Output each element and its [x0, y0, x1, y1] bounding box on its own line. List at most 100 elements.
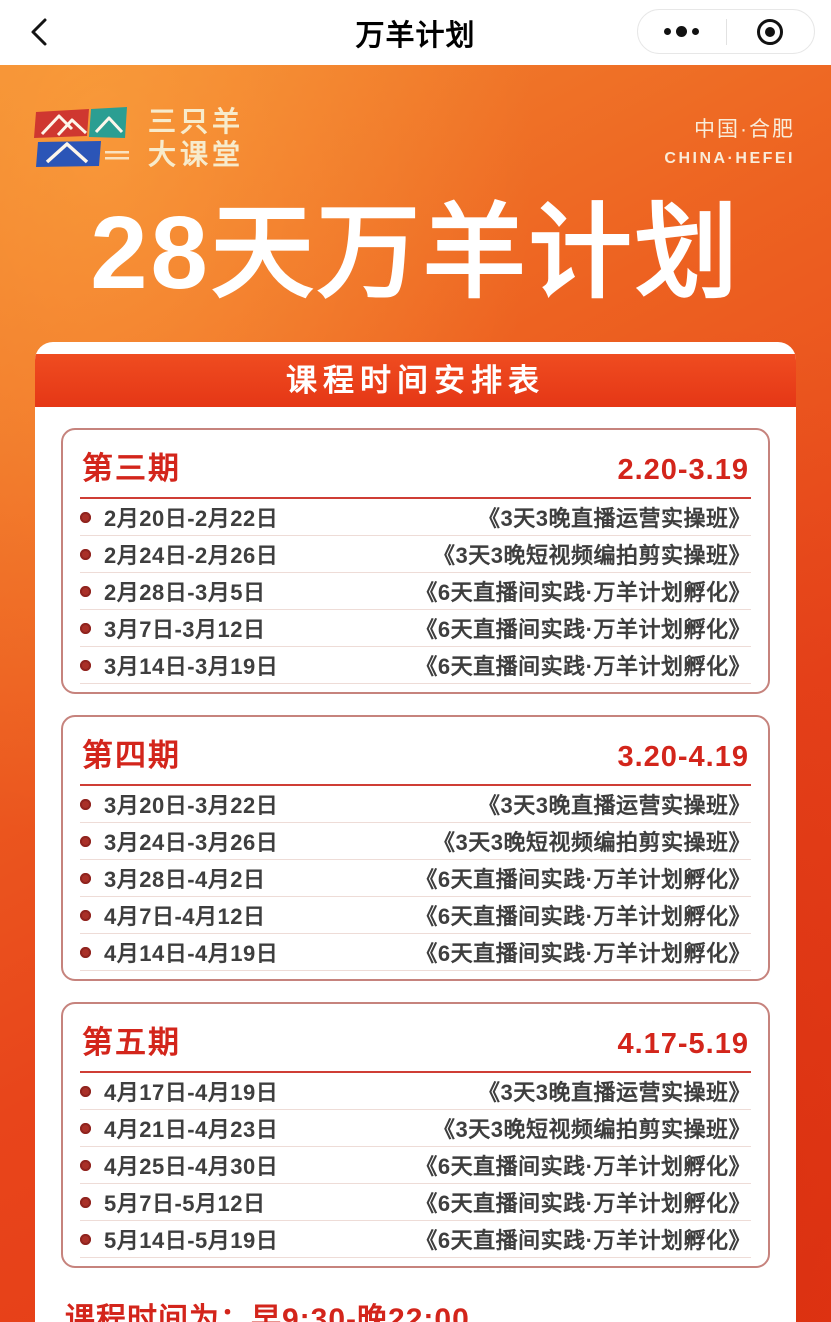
- navbar: 万羊计划: [0, 0, 831, 65]
- brand-logo: 三只羊 大课堂: [34, 105, 244, 171]
- bullet-icon: [80, 1085, 91, 1097]
- row-date: 4月25日-4月30日: [104, 1154, 279, 1180]
- schedule-row: 5月7日-5月12日 《6天直播间实践·万羊计划孵化》: [80, 1184, 751, 1222]
- period-header: 第五期 4.17-5.19: [80, 1012, 751, 1074]
- schedule-row: 3月7日-3月12日 《6天直播间实践·万羊计划孵化》: [80, 610, 751, 648]
- capsule-divider: [725, 18, 727, 45]
- period-date-range: 2.20-3.19: [617, 454, 749, 487]
- row-date: 4月17日-4月19日: [104, 1080, 279, 1106]
- period-date-range: 3.20-4.19: [617, 741, 749, 774]
- period-name: 第三期: [82, 451, 181, 487]
- schedule-row: 3月28日-4月2日 《6天直播间实践·万羊计划孵化》: [80, 860, 751, 898]
- schedule-row: 5月14日-5月19日 《6天直播间实践·万羊计划孵化》: [80, 1221, 751, 1259]
- row-date: 3月28日-4月2日: [104, 867, 266, 893]
- bullet-icon: [80, 835, 91, 847]
- chevron-left-icon: [31, 18, 47, 46]
- period-header: 第三期 2.20-3.19: [80, 438, 751, 500]
- row-course: 《6天直播间实践·万羊计划孵化》: [415, 654, 751, 680]
- schedule-row: 4月14日-4月19日 《6天直播间实践·万羊计划孵化》: [80, 934, 751, 972]
- row-date: 4月21日-4月23日: [104, 1117, 279, 1143]
- three-sheep-mountain-logo-icon: [34, 107, 129, 168]
- row-date: 3月7日-3月12日: [104, 617, 266, 643]
- exit-button[interactable]: [727, 10, 815, 53]
- schedule-row: 2月24日-2月26日 《3天3晚短视频编拍剪实操班》: [80, 536, 751, 574]
- more-menu-button[interactable]: [638, 10, 726, 53]
- bullet-icon: [80, 1233, 91, 1245]
- period-box: 第三期 2.20-3.19 2月20日-2月22日 《3天3晚直播运营实操班》 …: [61, 428, 770, 695]
- bullet-icon: [80, 622, 91, 634]
- bullet-icon: [80, 909, 91, 921]
- row-date: 4月14日-4月19日: [104, 941, 279, 967]
- course-time-note: 课程时间为：早9:30-晚22:00: [65, 1303, 470, 1322]
- bullet-icon: [80, 798, 91, 810]
- brand-name-line2: 大课堂: [148, 139, 245, 171]
- bullet-icon: [80, 659, 91, 671]
- row-date: 5月14日-5月19日: [104, 1228, 279, 1254]
- row-date: 5月7日-5月12日: [104, 1191, 266, 1217]
- bullet-icon: [80, 585, 91, 597]
- period-list: 第三期 2.20-3.19 2月20日-2月22日 《3天3晚直播运营实操班》 …: [35, 428, 796, 1269]
- row-course: 《6天直播间实践·万羊计划孵化》: [415, 580, 751, 606]
- brand-name-line1: 三只羊: [148, 106, 245, 137]
- schedule-row: 2月28日-3月5日 《6天直播间实践·万羊计划孵化》: [80, 573, 751, 611]
- row-date: 4月7日-4月12日: [104, 904, 266, 930]
- schedule-row: 4月25日-4月30日 《6天直播间实践·万羊计划孵化》: [80, 1147, 751, 1185]
- period-header: 第四期 3.20-4.19: [80, 725, 751, 787]
- period-rows: 2月20日-2月22日 《3天3晚直播运营实操班》 2月24日-2月26日 《3…: [80, 499, 751, 685]
- row-course: 《3天3晚短视频编拍剪实操班》: [433, 830, 751, 856]
- row-date: 2月28日-3月5日: [104, 580, 266, 606]
- schedule-row: 4月7日-4月12日 《6天直播间实践·万羊计划孵化》: [80, 897, 751, 935]
- poster: 三只羊 大课堂 中国·合肥 CHINA·HEFEI 28天万羊计划 课程时间安排…: [0, 65, 831, 1322]
- location-cn: 中国·合肥: [694, 118, 795, 141]
- row-course: 《6天直播间实践·万羊计划孵化》: [415, 1228, 751, 1254]
- row-course: 《6天直播间实践·万羊计划孵化》: [415, 941, 751, 967]
- period-box: 第四期 3.20-4.19 3月20日-3月22日 《3天3晚直播运营实操班》 …: [61, 715, 770, 982]
- schedule-row: 3月24日-3月26日 《3天3晚短视频编拍剪实操班》: [80, 823, 751, 861]
- bullet-icon: [80, 946, 91, 958]
- row-course: 《6天直播间实践·万羊计划孵化》: [415, 617, 751, 643]
- main-title: 28天万羊计划: [90, 195, 741, 311]
- period-box: 第五期 4.17-5.19 4月17日-4月19日 《3天3晚直播运营实操班》 …: [61, 1002, 770, 1269]
- row-date: 3月24日-3月26日: [104, 830, 279, 856]
- row-date: 3月20日-3月22日: [104, 793, 279, 819]
- poster-header: 三只羊 大课堂 中国·合肥 CHINA·HEFEI: [0, 65, 831, 171]
- period-rows: 3月20日-3月22日 《3天3晚直播运营实操班》 3月24日-3月26日 《3…: [80, 786, 751, 972]
- row-date: 2月24日-2月26日: [104, 543, 279, 569]
- row-course: 《3天3晚短视频编拍剪实操班》: [433, 543, 751, 569]
- bullet-icon: [80, 548, 91, 560]
- period-name: 第五期: [82, 1025, 181, 1061]
- bullet-icon: [80, 1159, 91, 1171]
- period-rows: 4月17日-4月19日 《3天3晚直播运营实操班》 4月21日-4月23日 《3…: [80, 1073, 751, 1259]
- row-course: 《3天3晚直播运营实操班》: [478, 1080, 751, 1106]
- location-block: 中国·合肥 CHINA·HEFEI: [664, 105, 795, 168]
- schedule-row: 2月20日-2月22日 《3天3晚直播运营实操班》: [80, 499, 751, 537]
- row-course: 《3天3晚直播运营实操班》: [478, 506, 751, 532]
- schedule-row: 3月14日-3月19日 《6天直播间实践·万羊计划孵化》: [80, 647, 751, 685]
- target-icon: [757, 18, 784, 45]
- period-date-range: 4.17-5.19: [617, 1028, 749, 1061]
- schedule-header-banner: 课程时间安排表: [35, 354, 796, 408]
- row-course: 《6天直播间实践·万羊计划孵化》: [415, 1154, 751, 1180]
- bullet-icon: [80, 872, 91, 884]
- ellipsis-icon: [664, 26, 700, 37]
- page-title: 万羊计划: [355, 19, 476, 52]
- row-course: 《3天3晚直播运营实操班》: [478, 793, 751, 819]
- schedule-row: 4月17日-4月19日 《3天3晚直播运营实操班》: [80, 1073, 751, 1111]
- row-course: 《6天直播间实践·万羊计划孵化》: [415, 904, 751, 930]
- row-course: 《6天直播间实践·万羊计划孵化》: [415, 1191, 751, 1217]
- period-name: 第四期: [82, 738, 181, 774]
- miniprogram-capsule: [637, 9, 815, 54]
- bullet-icon: [80, 1122, 91, 1134]
- schedule-row: 3月20日-3月22日 《3天3晚直播运营实操班》: [80, 786, 751, 824]
- bullet-icon: [80, 511, 91, 523]
- location-en: CHINA·HEFEI: [664, 150, 795, 167]
- schedule-card: 课程时间安排表 第三期 2.20-3.19 2月20日-2月22日 《3天3晚直…: [35, 342, 796, 1322]
- row-course: 《3天3晚短视频编拍剪实操班》: [433, 1117, 751, 1143]
- back-button[interactable]: [22, 15, 56, 49]
- row-date: 3月14日-3月19日: [104, 654, 279, 680]
- bullet-icon: [80, 1196, 91, 1208]
- schedule-row: 4月21日-4月23日 《3天3晚短视频编拍剪实操班》: [80, 1110, 751, 1148]
- row-course: 《6天直播间实践·万羊计划孵化》: [415, 867, 751, 893]
- brand-name: 三只羊 大课堂: [148, 105, 244, 171]
